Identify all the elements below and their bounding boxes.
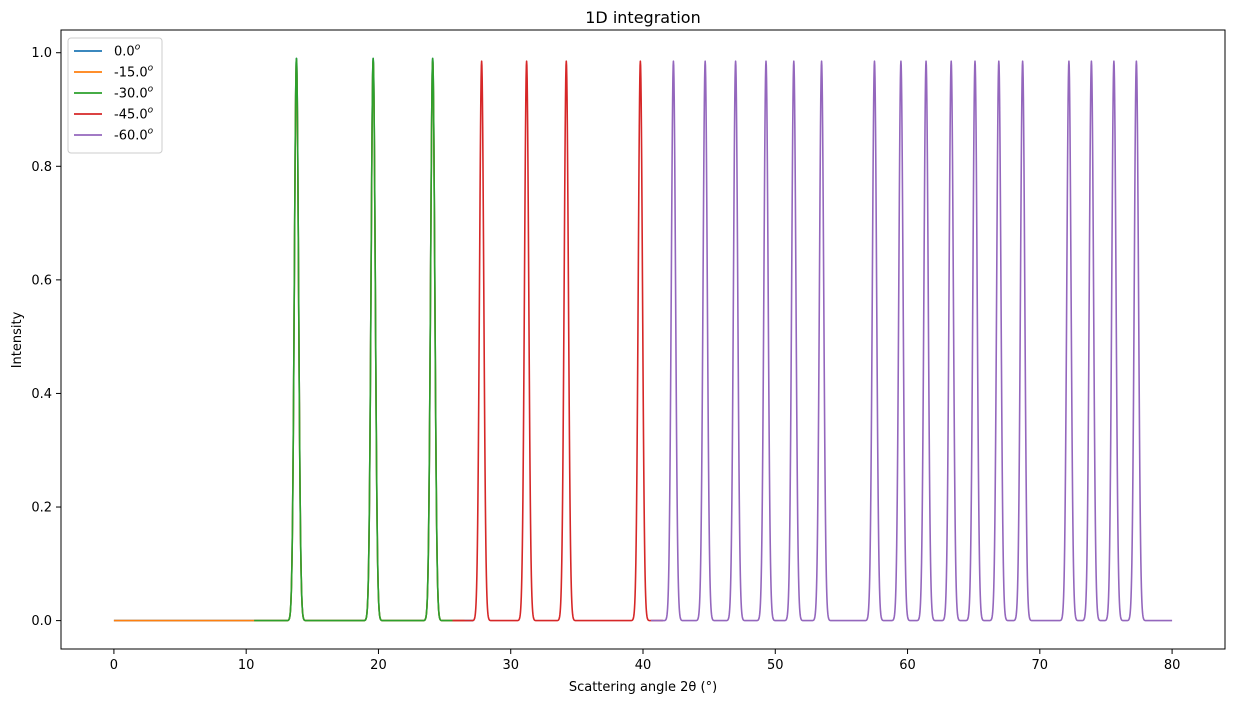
x-tick-label: 60 <box>899 658 916 673</box>
x-tick-label: 80 <box>1164 658 1181 673</box>
legend-label: 0.0o <box>114 43 141 60</box>
y-tick-label: 0.8 <box>31 160 52 175</box>
y-tick-label: 0.0 <box>31 614 52 629</box>
legend-label: -30.0o <box>114 85 154 102</box>
y-tick-label: 0.6 <box>31 273 52 288</box>
y-tick-label: 1.0 <box>31 46 52 61</box>
y-axis: 0.0 0.2 0.4 0.6 0.8 1.0 <box>31 46 61 629</box>
legend-label: -60.0o <box>114 127 154 144</box>
legend-label: -15.0o <box>114 64 154 81</box>
x-tick-label: 20 <box>370 658 387 673</box>
x-axis-title: Scattering angle 2θ (°) <box>569 680 717 695</box>
x-tick-label: 40 <box>635 658 652 673</box>
x-tick-label: 30 <box>502 658 519 673</box>
y-axis-title: Intensity <box>10 311 25 368</box>
x-axis: 0 10 20 30 40 50 60 70 80 <box>110 649 1181 673</box>
legend-label: -45.0o <box>114 106 154 123</box>
plot-area <box>113 57 1173 622</box>
series-line-4 <box>650 60 1173 622</box>
x-tick-label: 0 <box>110 658 118 673</box>
legend: 0.0o -15.0o -30.0o -45.0o -60.0o <box>67 37 163 154</box>
y-tick-label: 0.2 <box>31 501 52 516</box>
series-line-1 <box>113 60 465 622</box>
series-line-3 <box>451 60 664 622</box>
legend-box <box>67 37 163 154</box>
x-tick-label: 10 <box>238 658 255 673</box>
chart-title: 1D integration <box>585 8 700 27</box>
x-tick-label: 50 <box>767 658 784 673</box>
series-line-2 <box>253 57 454 622</box>
x-tick-label: 70 <box>1032 658 1049 673</box>
y-tick-label: 0.4 <box>31 387 52 402</box>
